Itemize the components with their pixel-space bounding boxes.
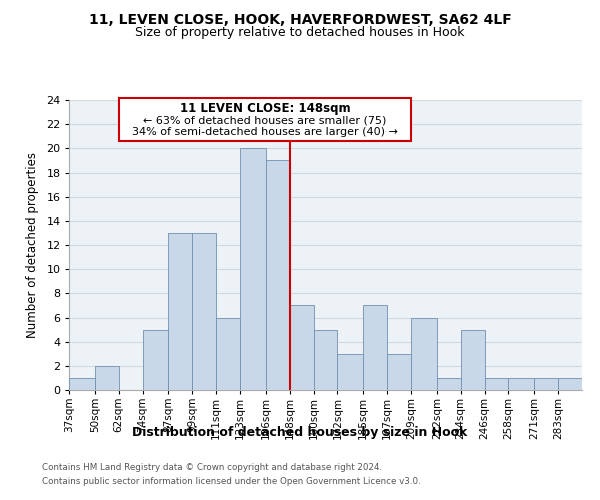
Bar: [437, 378, 461, 390]
Bar: [192, 233, 216, 390]
Bar: [143, 330, 169, 390]
Bar: [411, 318, 437, 390]
Bar: [169, 233, 192, 390]
Bar: [266, 160, 290, 390]
Text: Contains public sector information licensed under the Open Government Licence v3: Contains public sector information licen…: [42, 477, 421, 486]
Bar: [558, 378, 582, 390]
Bar: [240, 148, 266, 390]
Bar: [216, 318, 240, 390]
Bar: [508, 378, 534, 390]
Bar: [69, 378, 95, 390]
Text: Contains HM Land Registry data © Crown copyright and database right 2024.: Contains HM Land Registry data © Crown c…: [42, 464, 382, 472]
Text: Distribution of detached houses by size in Hook: Distribution of detached houses by size …: [133, 426, 467, 439]
Text: 11, LEVEN CLOSE, HOOK, HAVERFORDWEST, SA62 4LF: 11, LEVEN CLOSE, HOOK, HAVERFORDWEST, SA…: [89, 12, 511, 26]
Text: ← 63% of detached houses are smaller (75): ← 63% of detached houses are smaller (75…: [143, 115, 386, 125]
Bar: [290, 306, 314, 390]
Bar: [461, 330, 485, 390]
Text: 34% of semi-detached houses are larger (40) →: 34% of semi-detached houses are larger (…: [132, 126, 398, 136]
FancyBboxPatch shape: [119, 98, 411, 141]
Text: 11 LEVEN CLOSE: 148sqm: 11 LEVEN CLOSE: 148sqm: [179, 102, 350, 115]
Bar: [485, 378, 508, 390]
Y-axis label: Number of detached properties: Number of detached properties: [26, 152, 40, 338]
Bar: [534, 378, 558, 390]
Bar: [314, 330, 337, 390]
Bar: [387, 354, 411, 390]
Text: Size of property relative to detached houses in Hook: Size of property relative to detached ho…: [135, 26, 465, 39]
Bar: [337, 354, 363, 390]
Bar: [363, 306, 387, 390]
Bar: [95, 366, 119, 390]
